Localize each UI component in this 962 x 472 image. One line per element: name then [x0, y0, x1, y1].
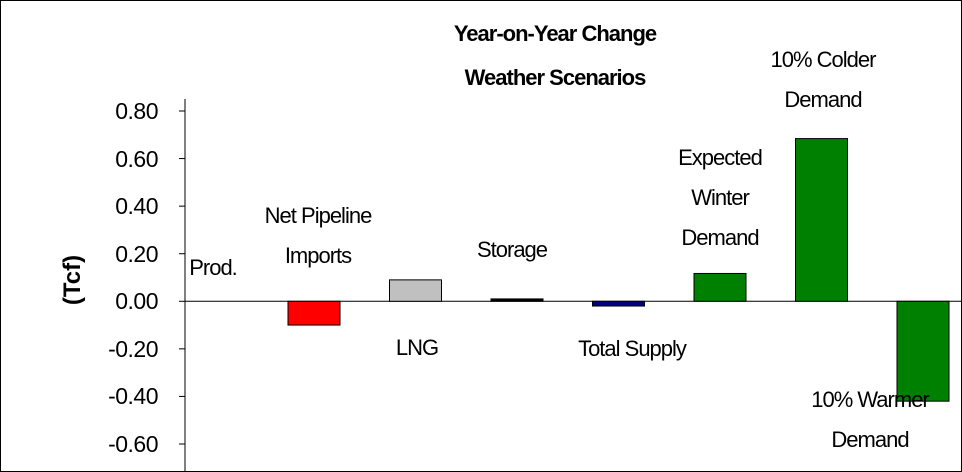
bar — [896, 300, 950, 402]
y-tick-label: -0.60 — [108, 431, 158, 457]
bar — [795, 138, 848, 302]
y-tick-label: 0.40 — [115, 193, 158, 220]
category-label: Total Supply — [578, 336, 687, 361]
y-tick-label: 0.20 — [115, 240, 158, 267]
chart-title: Year-on-Year Change Weather Scenarios — [453, 21, 657, 90]
bar — [287, 300, 341, 326]
y-tick-label: -0.20 — [108, 335, 158, 362]
y-tick-label: 0.00 — [115, 288, 158, 315]
bar — [693, 272, 747, 302]
y-tick-label: 0.80 — [115, 98, 158, 124]
category-label: Storage — [476, 237, 548, 262]
category-label: Expected Winter Demand — [678, 145, 763, 250]
category-label: 10% Colder Demand — [770, 47, 877, 112]
category-label: 10% Warmer Demand — [811, 387, 930, 452]
category-label: LNG — [395, 335, 439, 360]
y-tick-label: -0.40 — [108, 383, 158, 410]
category-label: Prod. — [189, 255, 238, 280]
bar — [389, 279, 442, 302]
bar — [490, 298, 544, 302]
y-tick-label: 0.60 — [115, 145, 158, 172]
bar — [592, 300, 645, 307]
category-label: Net Pipeline Imports — [264, 203, 373, 268]
